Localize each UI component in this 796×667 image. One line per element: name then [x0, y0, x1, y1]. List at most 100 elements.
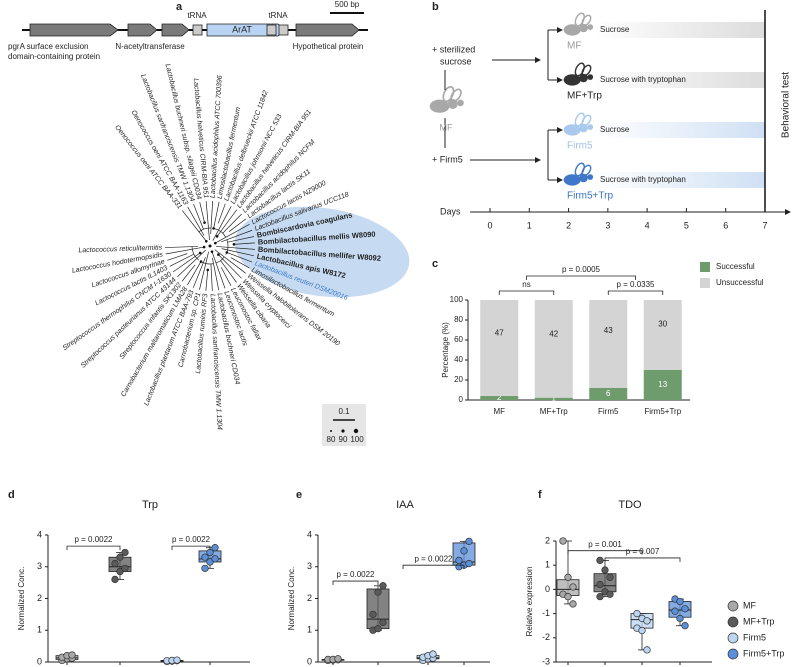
- data-point: [379, 582, 387, 590]
- gene-label: domain-containing protein: [8, 52, 100, 61]
- bar-segment: [589, 300, 628, 388]
- data-point: [460, 547, 468, 555]
- y-tick-label: 1: [307, 625, 312, 635]
- significance-bracket: [526, 275, 636, 280]
- node: [215, 235, 219, 238]
- data-point: [334, 655, 342, 663]
- data-point: [374, 588, 382, 596]
- bee-body: [563, 174, 581, 186]
- branch: [215, 246, 255, 250]
- branch: [230, 257, 250, 269]
- data-point: [465, 559, 473, 568]
- data-point: [596, 580, 604, 589]
- significance-bracket: [332, 580, 379, 586]
- data-point: [676, 597, 684, 606]
- data-point: [116, 553, 124, 561]
- x-tick-label: Firm5+Trp: [644, 407, 681, 416]
- bee-thorax: [579, 73, 588, 83]
- data-point: [569, 600, 577, 608]
- significance-label: p = 0.0022: [74, 535, 113, 544]
- group-label: Firm5: [567, 141, 593, 152]
- branch: [211, 257, 220, 291]
- bee-icon: [563, 112, 594, 136]
- data-point: [374, 625, 382, 633]
- legend-marker: [727, 648, 739, 660]
- bee-head: [587, 24, 594, 30]
- bootstrap-label: 100: [350, 435, 364, 444]
- bootstrap-label: 90: [339, 435, 348, 444]
- bar-segment: [643, 300, 682, 370]
- clade-arc: [215, 256, 225, 264]
- data-point: [569, 583, 577, 591]
- legend-label: MF: [743, 600, 756, 610]
- bee-thorax: [579, 123, 588, 133]
- chart-title: IAA: [396, 499, 414, 511]
- y-axis-label: Relative expression: [525, 567, 534, 637]
- schematic: MF Sucrose MF+Trp Sucrose with tryptophan Fi…: [429, 10, 791, 230]
- branch: [192, 257, 206, 288]
- gene: [295, 23, 360, 37]
- branch: [165, 246, 205, 255]
- legend-swatch: [700, 278, 710, 288]
- data-point: [643, 646, 651, 654]
- gene-map: [22, 12, 368, 37]
- node: [202, 245, 206, 249]
- y-tick-label: -3: [542, 656, 550, 666]
- gene-label: tRNA: [187, 11, 207, 20]
- significance-label: p = 0.0022: [414, 554, 453, 563]
- panel-label: b: [432, 1, 439, 13]
- panel-label: c: [432, 258, 438, 270]
- data-point: [676, 614, 684, 623]
- bee-thorax: [579, 23, 588, 33]
- chart-title: Trp: [142, 499, 158, 511]
- bar-segment: [480, 300, 519, 396]
- y-tick-label: 3: [307, 561, 312, 571]
- chart-title: TDO: [618, 499, 642, 511]
- bar-segment: [643, 369, 682, 400]
- legend-label: MF+Trp: [743, 616, 774, 626]
- count-label: 42: [549, 329, 558, 338]
- data-point: [173, 656, 181, 664]
- branch: [222, 213, 242, 234]
- count-label: 47: [495, 329, 504, 338]
- y-tick-label: 0: [37, 656, 42, 666]
- node: [203, 221, 206, 224]
- data-point: [111, 575, 119, 584]
- scale-label: 0.1: [338, 407, 350, 416]
- bar-segment: [534, 397, 573, 400]
- significance-bracket: [498, 290, 555, 295]
- y-tick-label: 1: [37, 625, 42, 635]
- data-point: [596, 556, 604, 565]
- y-tick-label: 1: [545, 560, 550, 570]
- significance-bracket: [171, 545, 211, 551]
- branch: [228, 218, 247, 232]
- branch: [205, 269, 209, 291]
- data-point: [121, 548, 129, 557]
- y-tick-label: 20: [454, 375, 463, 384]
- gene-label: N-acetyltransferase: [115, 42, 185, 51]
- tree-root: [208, 244, 212, 248]
- data-point: [465, 537, 473, 545]
- legend-swatch: [700, 262, 710, 272]
- node: [205, 239, 208, 243]
- day-label: 3: [605, 220, 610, 230]
- significance-label: p = 0.001: [588, 540, 622, 549]
- treatment: + Firm5: [432, 154, 463, 164]
- day-label: 0: [487, 220, 492, 230]
- branch: [193, 203, 204, 230]
- day-label: 1: [527, 220, 532, 230]
- diet-bar: [595, 72, 765, 88]
- data-point: [643, 617, 651, 625]
- bootstrap-dot: [330, 430, 332, 432]
- bee-head: [587, 174, 594, 180]
- branch: [221, 229, 253, 243]
- branch: [233, 242, 255, 245]
- data-point: [681, 605, 689, 613]
- group-label: MF: [440, 122, 453, 132]
- data-point: [455, 556, 463, 565]
- data-point: [606, 573, 614, 581]
- branch: [213, 201, 220, 229]
- clade-arc: [213, 228, 227, 238]
- y-axis-label: Percentage (%): [441, 322, 450, 378]
- significance-bracket: [402, 564, 465, 570]
